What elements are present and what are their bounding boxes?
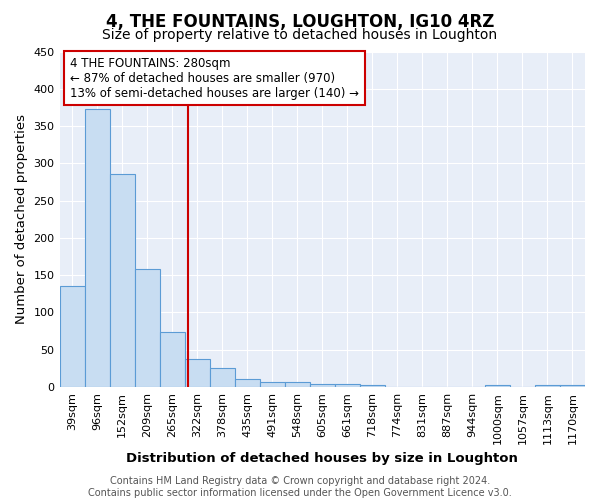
Bar [360, 384, 385, 387]
Text: Contains HM Land Registry data © Crown copyright and database right 2024.
Contai: Contains HM Land Registry data © Crown c… [88, 476, 512, 498]
Bar [560, 384, 585, 387]
Bar [285, 382, 310, 387]
Bar [310, 384, 335, 387]
Bar [110, 174, 134, 387]
Bar [260, 382, 285, 387]
Bar [59, 286, 85, 387]
Text: 4, THE FOUNTAINS, LOUGHTON, IG10 4RZ: 4, THE FOUNTAINS, LOUGHTON, IG10 4RZ [106, 12, 494, 30]
Bar [235, 380, 260, 387]
Bar [185, 360, 209, 387]
Bar [535, 384, 560, 387]
Bar [485, 384, 510, 387]
X-axis label: Distribution of detached houses by size in Loughton: Distribution of detached houses by size … [127, 452, 518, 465]
Bar [335, 384, 360, 387]
Bar [85, 109, 110, 387]
Bar [134, 269, 160, 387]
Y-axis label: Number of detached properties: Number of detached properties [15, 114, 28, 324]
Text: Size of property relative to detached houses in Loughton: Size of property relative to detached ho… [103, 28, 497, 42]
Bar [209, 368, 235, 387]
Text: 4 THE FOUNTAINS: 280sqm
← 87% of detached houses are smaller (970)
13% of semi-d: 4 THE FOUNTAINS: 280sqm ← 87% of detache… [70, 56, 359, 100]
Bar [160, 332, 185, 387]
